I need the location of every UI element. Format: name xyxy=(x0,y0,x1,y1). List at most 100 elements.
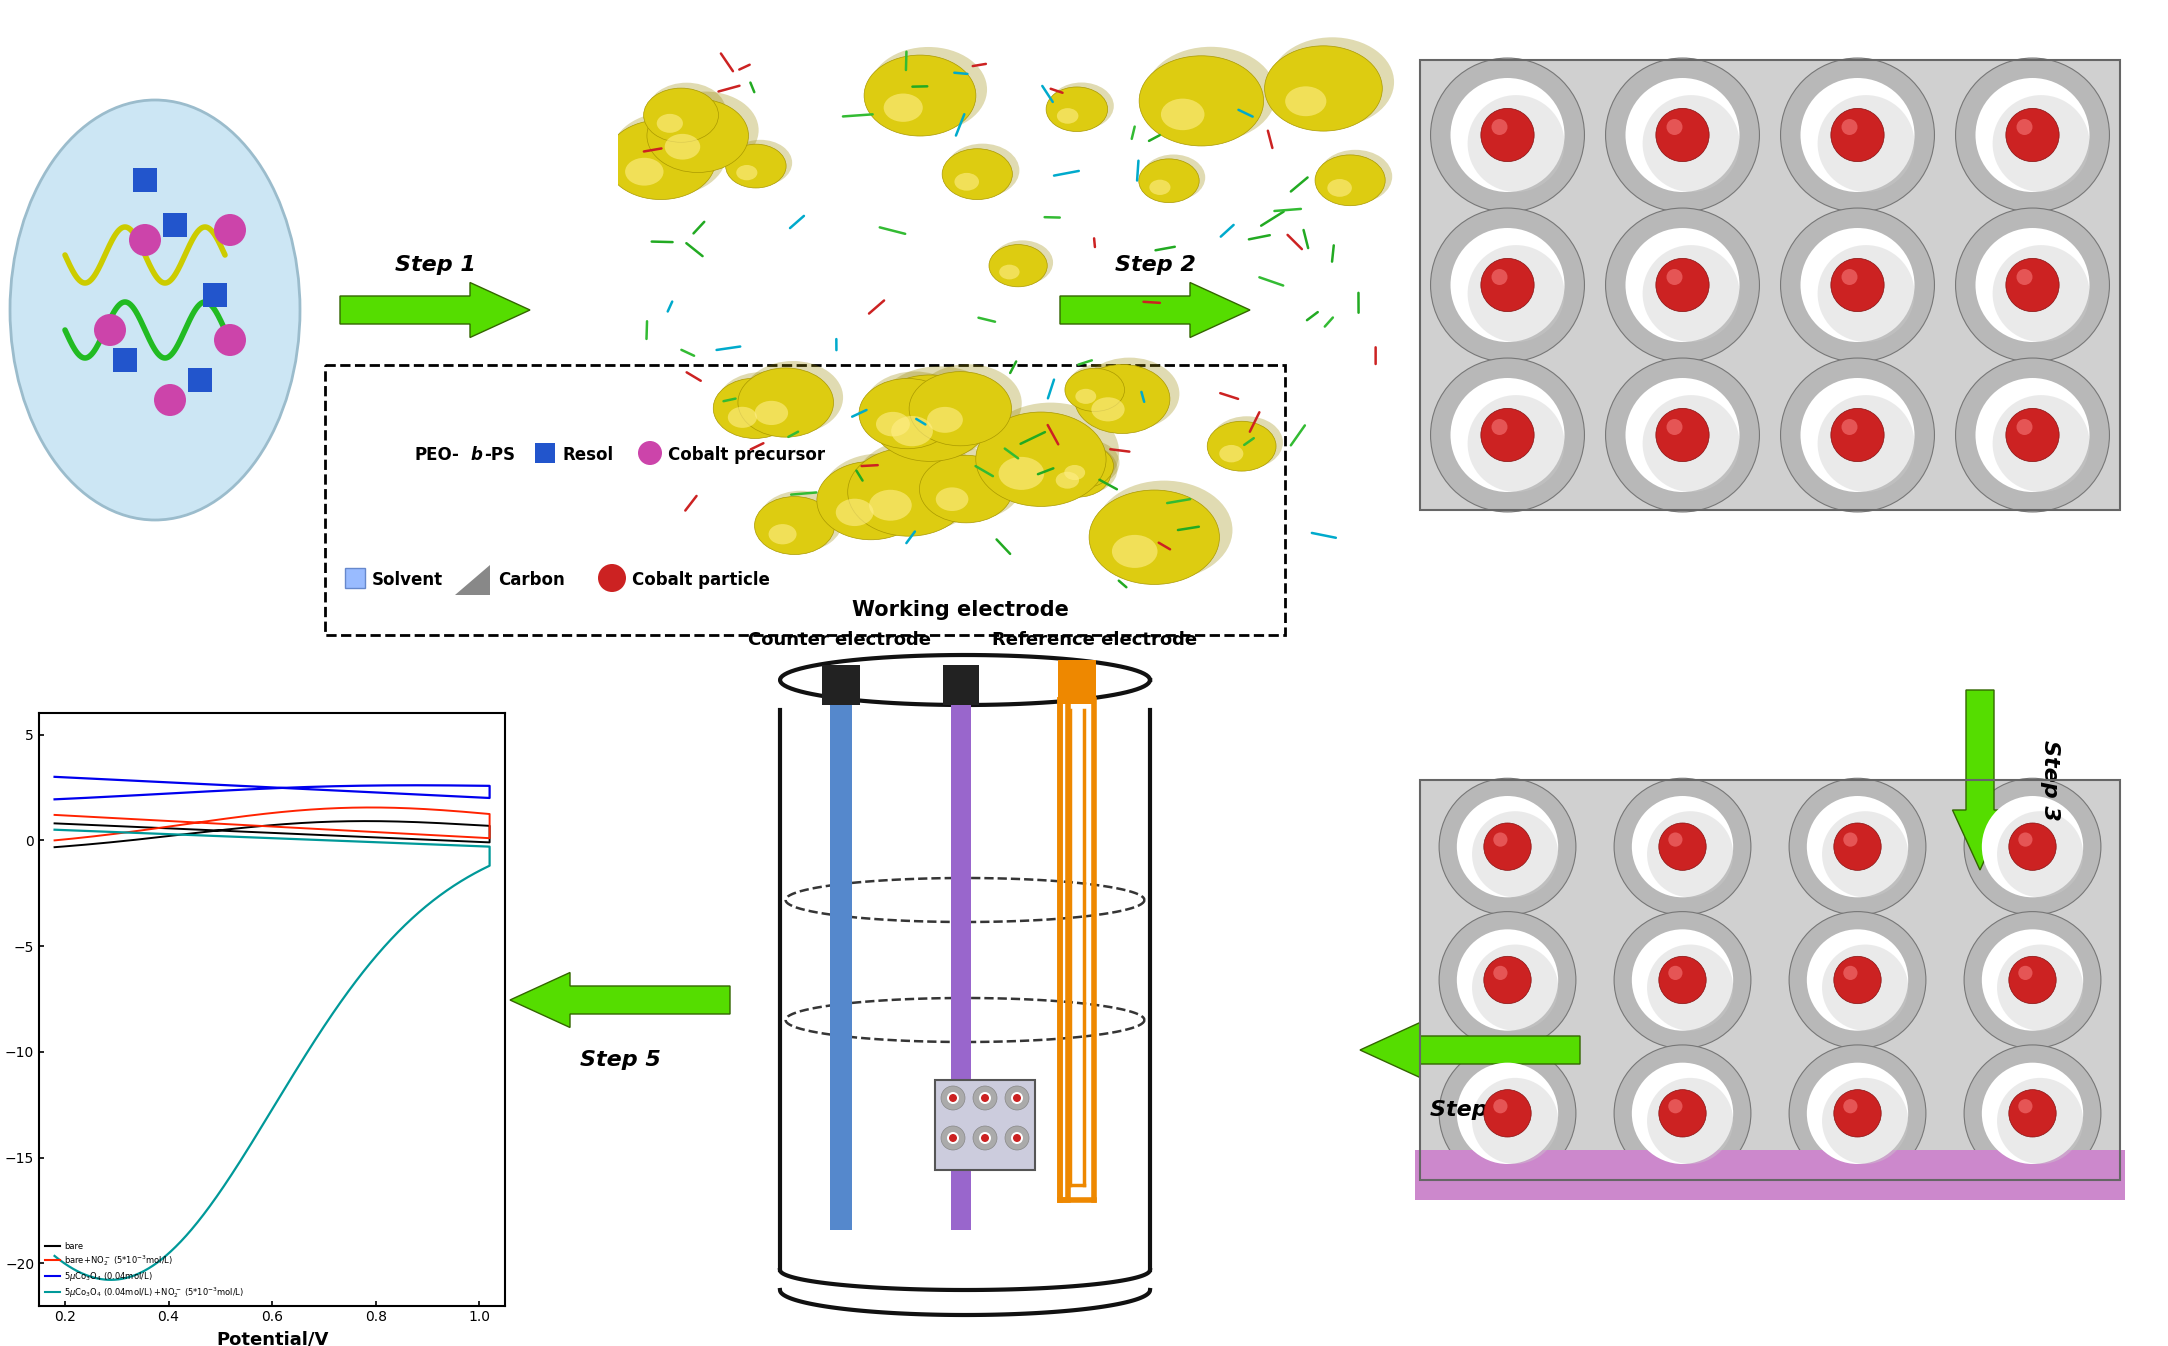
Text: Step 5: Step 5 xyxy=(579,1050,661,1070)
Bar xyxy=(113,349,137,371)
Circle shape xyxy=(980,1092,991,1104)
Circle shape xyxy=(1264,46,1383,131)
Ellipse shape xyxy=(611,112,726,195)
Bar xyxy=(535,443,555,463)
Circle shape xyxy=(1218,446,1244,463)
Circle shape xyxy=(1431,209,1585,362)
Circle shape xyxy=(154,384,186,416)
Text: Counter electrode: Counter electrode xyxy=(748,631,932,649)
Circle shape xyxy=(937,487,969,511)
Circle shape xyxy=(1830,408,1884,462)
Circle shape xyxy=(2005,258,2060,312)
Circle shape xyxy=(2005,408,2060,462)
Circle shape xyxy=(980,1133,989,1141)
Circle shape xyxy=(1010,1092,1023,1104)
Circle shape xyxy=(1656,108,1708,162)
Bar xyxy=(1420,779,2120,1180)
Circle shape xyxy=(1789,911,1925,1049)
Bar xyxy=(830,700,852,1230)
Circle shape xyxy=(624,157,663,186)
X-axis label: Potential/V: Potential/V xyxy=(217,1330,327,1346)
Circle shape xyxy=(1056,471,1080,489)
Circle shape xyxy=(93,314,126,346)
Circle shape xyxy=(1821,1078,1908,1164)
Circle shape xyxy=(1992,245,2090,342)
Bar xyxy=(1416,1149,2125,1201)
Circle shape xyxy=(1483,1090,1531,1137)
Circle shape xyxy=(215,214,245,246)
Circle shape xyxy=(999,456,1045,490)
Text: Cobalt precursor: Cobalt precursor xyxy=(668,446,826,464)
Circle shape xyxy=(1457,795,1559,898)
Circle shape xyxy=(1643,396,1739,493)
Circle shape xyxy=(1012,1094,1021,1102)
Circle shape xyxy=(1286,86,1327,116)
Circle shape xyxy=(1669,966,1682,980)
Circle shape xyxy=(1208,421,1277,471)
Circle shape xyxy=(1457,1062,1559,1164)
Circle shape xyxy=(666,133,700,160)
Circle shape xyxy=(1047,87,1108,132)
Circle shape xyxy=(1975,227,2090,342)
Circle shape xyxy=(1830,108,1884,162)
Text: Carbon: Carbon xyxy=(499,571,564,590)
Ellipse shape xyxy=(744,361,843,433)
Ellipse shape xyxy=(822,454,937,536)
Circle shape xyxy=(2018,832,2034,847)
Polygon shape xyxy=(1060,283,1251,338)
Circle shape xyxy=(737,166,757,180)
Circle shape xyxy=(130,223,160,256)
Circle shape xyxy=(1992,396,2090,493)
Circle shape xyxy=(1956,358,2109,511)
Bar xyxy=(1058,660,1097,704)
Polygon shape xyxy=(455,565,490,595)
Circle shape xyxy=(1806,929,1908,1031)
Circle shape xyxy=(605,120,715,199)
Circle shape xyxy=(1817,96,1914,192)
Circle shape xyxy=(728,406,757,428)
Circle shape xyxy=(1075,365,1171,433)
Circle shape xyxy=(1659,1090,1706,1137)
Text: Step 2: Step 2 xyxy=(1114,254,1195,275)
Circle shape xyxy=(950,1133,956,1141)
Circle shape xyxy=(1056,108,1077,124)
Circle shape xyxy=(1633,1062,1732,1164)
Bar xyxy=(1420,61,2120,510)
Circle shape xyxy=(1112,534,1158,568)
Circle shape xyxy=(1806,1062,1908,1164)
Circle shape xyxy=(1606,58,1760,211)
Circle shape xyxy=(1010,1132,1023,1144)
Circle shape xyxy=(644,87,718,143)
Circle shape xyxy=(1468,396,1565,493)
Circle shape xyxy=(1457,929,1559,1031)
Ellipse shape xyxy=(718,371,804,435)
Circle shape xyxy=(1841,419,1858,435)
Circle shape xyxy=(2010,956,2055,1004)
Circle shape xyxy=(1789,1044,1925,1182)
Circle shape xyxy=(1841,269,1858,285)
Circle shape xyxy=(1780,209,1934,362)
Circle shape xyxy=(1667,269,1682,285)
Text: Reference electrode: Reference electrode xyxy=(993,631,1197,649)
Circle shape xyxy=(2018,1100,2034,1113)
Circle shape xyxy=(2016,419,2034,435)
Circle shape xyxy=(1656,258,1708,312)
Circle shape xyxy=(1149,179,1171,195)
Circle shape xyxy=(1669,1100,1682,1113)
Circle shape xyxy=(1483,822,1531,871)
Circle shape xyxy=(1088,490,1218,584)
Circle shape xyxy=(1643,96,1739,192)
Text: Step 4: Step 4 xyxy=(1429,1100,1511,1120)
Circle shape xyxy=(1964,778,2101,915)
Circle shape xyxy=(2010,822,2055,871)
Circle shape xyxy=(1626,378,1739,493)
Bar xyxy=(1060,700,1069,1201)
Circle shape xyxy=(835,498,874,526)
Circle shape xyxy=(1992,96,2090,192)
Text: Cobalt particle: Cobalt particle xyxy=(633,571,770,590)
Circle shape xyxy=(1606,209,1760,362)
Text: PEO-: PEO- xyxy=(414,446,460,464)
Circle shape xyxy=(908,371,1012,446)
Circle shape xyxy=(954,172,980,191)
Ellipse shape xyxy=(863,371,965,446)
